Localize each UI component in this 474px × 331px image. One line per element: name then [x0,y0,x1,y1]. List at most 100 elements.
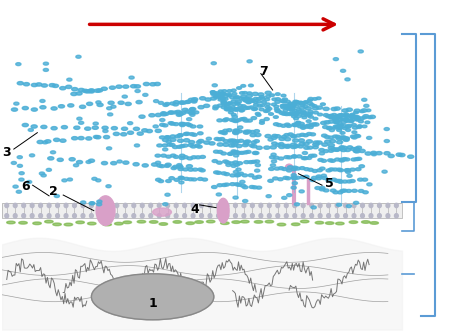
Ellipse shape [7,221,15,224]
Ellipse shape [318,214,322,218]
Ellipse shape [122,95,128,98]
Ellipse shape [191,203,195,208]
Ellipse shape [87,102,92,106]
Ellipse shape [254,160,260,163]
Ellipse shape [49,83,55,87]
Ellipse shape [245,99,249,101]
Ellipse shape [250,203,254,208]
Ellipse shape [337,168,342,171]
Ellipse shape [337,114,342,117]
Ellipse shape [237,130,242,133]
Ellipse shape [294,112,299,115]
Ellipse shape [292,110,297,112]
Ellipse shape [250,130,255,133]
Ellipse shape [228,140,234,143]
Ellipse shape [181,122,186,125]
Ellipse shape [206,137,211,140]
Ellipse shape [190,108,195,111]
Ellipse shape [269,167,274,170]
Ellipse shape [331,178,337,181]
Ellipse shape [294,144,299,147]
Ellipse shape [229,118,235,121]
Ellipse shape [72,87,78,91]
Text: 3: 3 [2,146,11,159]
Ellipse shape [164,136,170,139]
Ellipse shape [159,223,168,225]
Ellipse shape [170,143,175,146]
Ellipse shape [113,132,119,136]
Ellipse shape [17,81,23,85]
Ellipse shape [292,145,298,148]
Ellipse shape [299,190,304,193]
Ellipse shape [197,125,203,128]
Ellipse shape [342,137,348,140]
Ellipse shape [180,112,186,115]
Ellipse shape [221,102,227,105]
Ellipse shape [180,101,185,104]
Ellipse shape [73,203,76,208]
Ellipse shape [5,203,9,208]
Ellipse shape [292,124,298,127]
Ellipse shape [128,122,133,125]
Ellipse shape [337,179,342,182]
Ellipse shape [352,214,356,218]
Ellipse shape [349,119,354,122]
Ellipse shape [264,118,269,120]
Ellipse shape [316,141,322,144]
Ellipse shape [342,146,347,149]
Ellipse shape [297,102,303,105]
Text: 4: 4 [191,203,200,216]
Ellipse shape [245,140,251,143]
Ellipse shape [243,151,248,154]
Ellipse shape [344,137,349,140]
Ellipse shape [355,118,360,121]
Ellipse shape [350,179,355,182]
Ellipse shape [240,180,245,183]
Ellipse shape [341,136,346,138]
Ellipse shape [218,104,223,107]
Ellipse shape [155,161,161,164]
Ellipse shape [233,170,238,173]
Ellipse shape [278,178,283,181]
Ellipse shape [188,112,194,114]
Ellipse shape [107,214,110,218]
Ellipse shape [135,85,140,88]
Ellipse shape [222,101,227,103]
Ellipse shape [342,180,347,183]
Ellipse shape [13,185,18,188]
Ellipse shape [248,161,254,164]
Ellipse shape [299,106,305,110]
Ellipse shape [358,178,363,181]
Ellipse shape [96,179,101,182]
Ellipse shape [301,220,309,223]
Ellipse shape [153,208,172,216]
Ellipse shape [365,121,370,124]
Ellipse shape [324,121,330,124]
Ellipse shape [358,117,365,120]
Ellipse shape [342,189,347,192]
Ellipse shape [328,144,335,147]
Ellipse shape [154,82,160,86]
Ellipse shape [22,214,26,218]
Ellipse shape [288,133,293,136]
Ellipse shape [109,86,116,89]
Ellipse shape [323,150,328,153]
Ellipse shape [291,174,296,176]
Ellipse shape [362,221,370,223]
Ellipse shape [248,99,253,101]
Ellipse shape [246,130,251,133]
Ellipse shape [198,168,203,171]
Ellipse shape [139,115,145,118]
Ellipse shape [178,167,183,170]
Ellipse shape [337,129,342,131]
Ellipse shape [270,156,275,159]
Ellipse shape [335,214,339,218]
Ellipse shape [338,123,343,126]
Ellipse shape [291,186,296,189]
Ellipse shape [17,156,22,159]
Ellipse shape [149,221,158,223]
Ellipse shape [394,203,398,208]
Ellipse shape [316,177,321,180]
Ellipse shape [177,139,183,142]
Ellipse shape [211,92,216,95]
